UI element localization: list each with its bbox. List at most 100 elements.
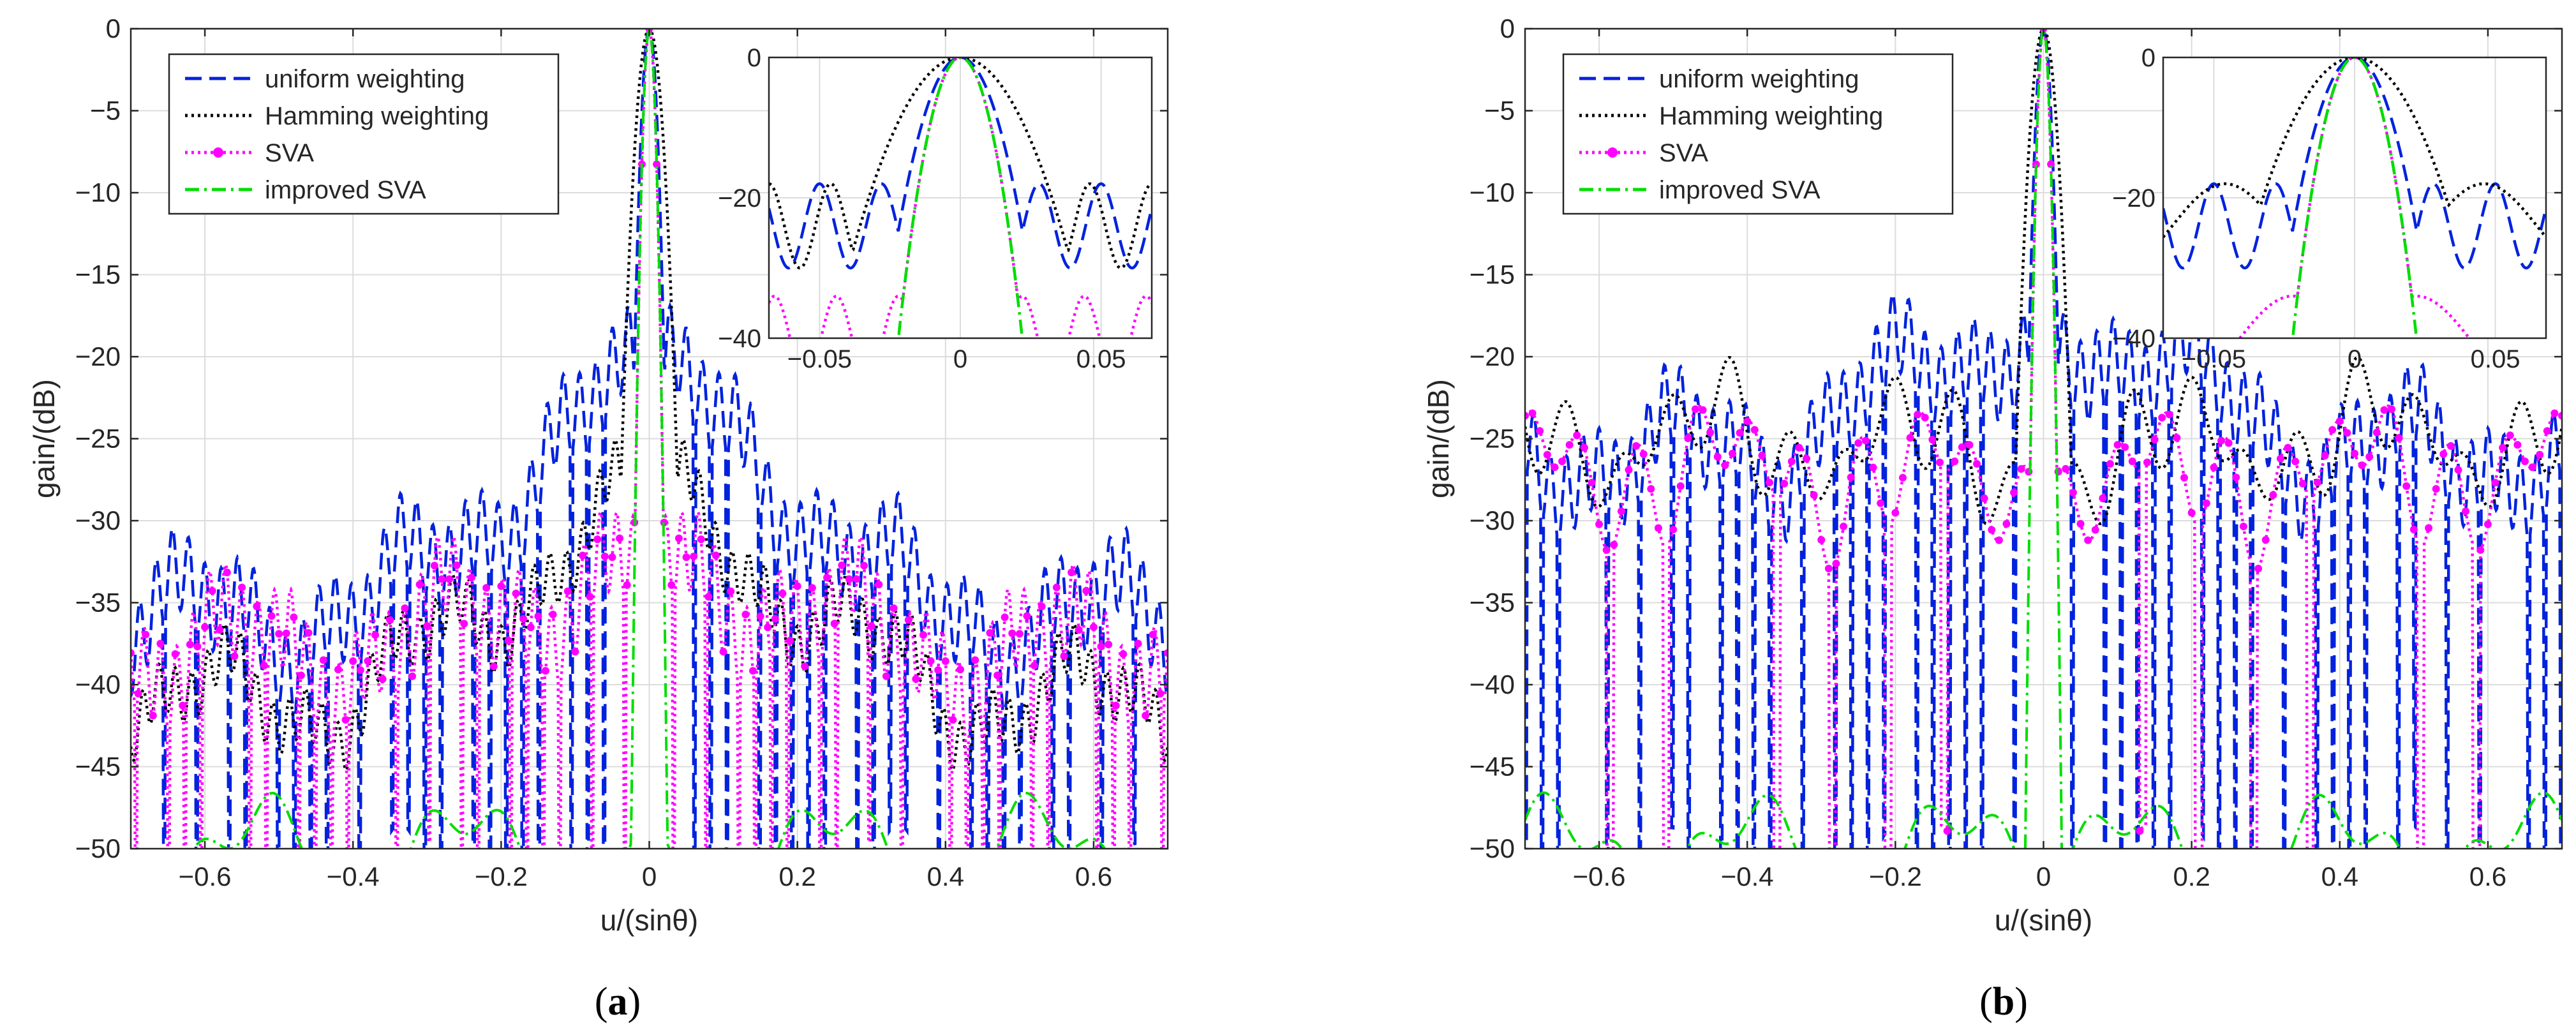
series-marker (2232, 473, 2240, 482)
series-marker (386, 616, 394, 624)
y-tick-label: −25 (75, 424, 121, 454)
series-marker (1105, 641, 1113, 649)
series-marker (2321, 451, 2329, 459)
series-marker (1089, 623, 1098, 631)
series-marker (2062, 465, 2070, 473)
series-marker (1699, 406, 1707, 414)
series-marker (1729, 449, 1736, 458)
series-marker (2313, 479, 2321, 487)
series-marker (2543, 427, 2551, 435)
series-marker (1721, 461, 1729, 470)
series-marker (674, 534, 683, 542)
legend-label: improved SVA (1659, 176, 1820, 204)
series-marker (364, 657, 372, 665)
series-marker (1595, 520, 1604, 528)
series-marker (275, 630, 283, 638)
series-marker (1750, 426, 1759, 434)
inset-x-tick-label: 0.05 (2471, 345, 2520, 373)
inset-y-tick-label: 0 (2141, 44, 2155, 72)
y-tick-label: −45 (1470, 752, 1515, 782)
series-marker (667, 581, 676, 589)
series-marker (919, 630, 927, 639)
inset-frame (768, 56, 1153, 339)
ticks (1525, 27, 2562, 850)
legend-box (1562, 53, 1954, 215)
series-marker (1921, 413, 1929, 422)
series-marker (349, 657, 357, 666)
series-marker (1995, 536, 2003, 544)
series-marker (623, 581, 631, 589)
series-marker (2476, 546, 2485, 554)
series-marker (1639, 450, 1648, 458)
series-marker (2395, 434, 2403, 442)
series-marker (378, 675, 387, 683)
series-marker (608, 553, 616, 562)
series-marker (526, 623, 535, 632)
series-marker (1943, 827, 1951, 835)
inset-series-line (769, 57, 1152, 270)
series-marker (2121, 443, 2129, 451)
series-marker (408, 672, 417, 680)
series-marker (2432, 485, 2440, 493)
series-marker (860, 562, 868, 570)
series-marker (2335, 417, 2344, 426)
series-marker (1847, 473, 1855, 482)
legend-label: SVA (1659, 139, 1708, 167)
series-marker (927, 657, 935, 665)
series-marker (2239, 523, 2247, 531)
series-marker (171, 650, 179, 658)
series-marker (2187, 509, 2196, 517)
series-marker (1928, 435, 1937, 443)
series-marker (2365, 452, 2374, 461)
series-marker (793, 582, 801, 590)
series-marker (415, 580, 424, 588)
series-marker (1869, 463, 1877, 472)
x-tick-label: 0 (2036, 861, 2051, 891)
series-line (1525, 29, 2562, 849)
series-marker (512, 589, 520, 597)
series-marker (941, 657, 949, 666)
series-marker (1817, 536, 1826, 544)
series-marker (690, 552, 698, 560)
series-marker (875, 580, 883, 588)
series-marker (1906, 434, 1914, 442)
series-marker (334, 666, 342, 674)
series-marker (2202, 499, 2210, 507)
series-marker (267, 612, 276, 620)
inset-series (2163, 57, 2546, 338)
series-marker (2210, 463, 2218, 472)
series-marker (1647, 485, 1655, 493)
series-marker (238, 583, 246, 592)
y-tick-label: −35 (75, 588, 121, 618)
tick-labels: −0.6 −0.4 −0.2 0 0.2 0.4 0.6 0 −5 −10 −15 −20 −25 −30… (1470, 13, 2506, 891)
series-marker (149, 711, 157, 720)
series-marker (1891, 509, 1900, 517)
series-marker (1654, 524, 1662, 532)
series-marker (704, 593, 713, 601)
series-marker (193, 643, 202, 651)
series-marker (504, 637, 512, 645)
series-marker (216, 626, 224, 634)
series-marker (1676, 482, 1685, 490)
series-marker (2483, 520, 2492, 528)
series-marker (1669, 525, 1678, 533)
series-marker (460, 620, 468, 628)
x-tick-label: 0.4 (2321, 861, 2358, 891)
inset: −0.05 0 0.05 0 −20 −40 (2112, 44, 2547, 373)
series-marker (1082, 586, 1091, 595)
legend-box (168, 53, 560, 215)
series-marker (2099, 494, 2107, 502)
series-marker (719, 648, 727, 656)
series-marker (2173, 434, 2181, 442)
series-marker (1558, 458, 1567, 466)
series-marker (2113, 441, 2122, 449)
panel-b: −0.6 −0.4 −0.2 0 0.2 0.4 0.6 0 −5 −10 −15 −20 −25 −30… (1422, 13, 2563, 937)
y-tick-label: −50 (1470, 833, 1515, 863)
series-marker (2462, 507, 2470, 516)
series-hamming-weighting (1525, 29, 2562, 526)
series-marker (1803, 454, 1811, 463)
series-marker (1164, 649, 1168, 657)
series-marker (2158, 413, 2166, 422)
series-marker (1951, 458, 1959, 466)
series-marker (2351, 449, 2358, 458)
